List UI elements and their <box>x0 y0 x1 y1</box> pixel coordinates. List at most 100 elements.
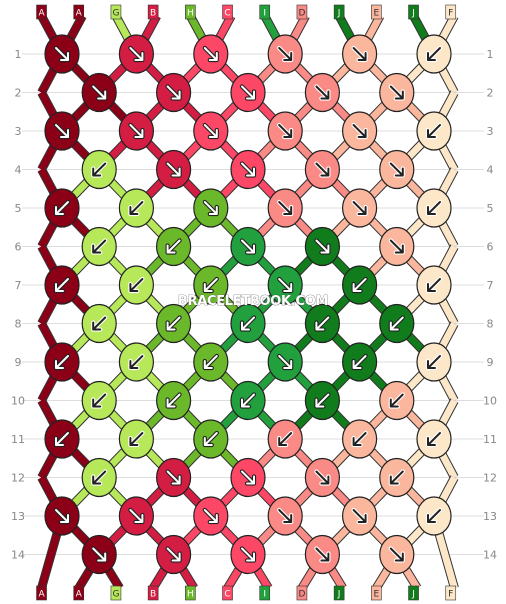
arrow-icon <box>352 509 367 523</box>
arrow-icon <box>203 47 218 61</box>
arrow-icon <box>166 470 181 485</box>
arrow-icon <box>55 509 69 523</box>
row-number-right: 2 <box>487 87 494 100</box>
row-number-right: 1 <box>487 48 494 61</box>
top-strand-label-swatch <box>36 4 47 20</box>
bottom-strand-label-swatch <box>73 585 85 601</box>
knot <box>379 380 415 421</box>
top-strand-label-swatch <box>371 4 382 20</box>
row-number-left: 6 <box>15 241 22 254</box>
top-strand-label: A <box>76 9 83 19</box>
arrow-icon <box>389 239 404 254</box>
knot <box>416 111 452 151</box>
top-strand-label-swatch <box>147 4 159 20</box>
top-strand-label-swatch <box>296 4 308 20</box>
bottom-strand-label-swatch <box>36 585 47 601</box>
knot <box>193 342 229 382</box>
knot <box>267 265 303 305</box>
knot <box>416 34 452 74</box>
arrow-icon <box>92 162 107 177</box>
knot <box>156 534 192 575</box>
knot <box>342 34 378 74</box>
bottom-strand-label: J <box>337 590 341 600</box>
knot <box>342 496 378 536</box>
row-number-right: 9 <box>487 356 494 369</box>
arrow-icon <box>352 355 367 369</box>
knot <box>379 303 415 344</box>
row-number-right: 11 <box>483 433 497 446</box>
arrow-icon <box>129 278 144 292</box>
arrow-icon <box>315 85 330 100</box>
knot <box>304 72 340 113</box>
arrow-icon <box>166 393 181 408</box>
knot <box>267 188 303 228</box>
arrow-icon <box>315 316 330 331</box>
knot <box>267 496 303 536</box>
row-number-right: 10 <box>483 395 497 408</box>
bottom-strand-label: H <box>187 590 194 600</box>
row-number-right: 4 <box>487 164 494 177</box>
arrow-icon <box>389 393 404 408</box>
arrow-icon <box>55 432 69 446</box>
knot <box>304 226 340 267</box>
knot <box>193 188 229 228</box>
arrow-icon <box>92 316 107 331</box>
knot <box>118 188 154 228</box>
bottom-strand-label-swatch <box>408 585 419 601</box>
top-strand-label: F <box>448 9 453 19</box>
row-number-right: 5 <box>487 202 494 215</box>
arrow-icon <box>352 47 367 61</box>
knot-grid <box>44 34 452 575</box>
row-number-right: 14 <box>483 549 497 562</box>
arrow-icon <box>166 162 181 177</box>
arrow-icon <box>129 509 144 523</box>
row-number-right: 8 <box>487 318 494 331</box>
arrow-icon <box>315 162 330 177</box>
top-strand-label-swatch <box>259 4 271 20</box>
arrow-icon <box>278 355 293 369</box>
arrow-icon <box>427 432 441 446</box>
arrow-icon <box>203 201 218 215</box>
bottom-strand-label-swatch <box>445 585 457 601</box>
knot <box>230 303 266 344</box>
arrow-icon <box>389 547 404 562</box>
row-number-right: 13 <box>483 510 497 523</box>
knot <box>44 34 80 74</box>
top-strand-label-swatch <box>222 4 233 20</box>
arrow-icon <box>278 278 293 292</box>
arrow-icon <box>427 355 441 369</box>
knot <box>156 226 192 267</box>
knot <box>304 534 340 575</box>
row-number-left: 12 <box>11 472 25 485</box>
knot <box>118 496 154 536</box>
knot <box>156 149 192 190</box>
knot <box>81 149 117 190</box>
top-strand-label-swatch <box>408 4 419 20</box>
knot <box>81 534 117 575</box>
row-number-right: 6 <box>487 241 494 254</box>
knot <box>118 34 154 74</box>
knot <box>342 188 378 228</box>
knot <box>416 419 452 459</box>
bottom-strand-label-swatch <box>222 585 233 601</box>
arrow-icon <box>427 509 441 523</box>
arrow-icon <box>166 85 181 100</box>
knot <box>44 419 80 459</box>
arrow-icon <box>129 432 144 446</box>
arrow-icon <box>278 124 293 138</box>
bottom-strand-label: E <box>373 590 379 600</box>
bottom-strand-label-swatch <box>333 585 345 601</box>
arrow-icon <box>315 547 330 562</box>
bottom-strand-label: C <box>224 590 230 600</box>
arrow-icon <box>203 355 218 369</box>
top-strand-label: D <box>298 9 305 19</box>
knot <box>81 303 117 344</box>
bottom-strand-label-swatch <box>110 585 122 601</box>
arrow-icon <box>55 278 69 292</box>
arrow-icon <box>278 432 293 446</box>
arrow-icon <box>241 316 255 331</box>
top-strand-label-swatch <box>333 4 345 20</box>
